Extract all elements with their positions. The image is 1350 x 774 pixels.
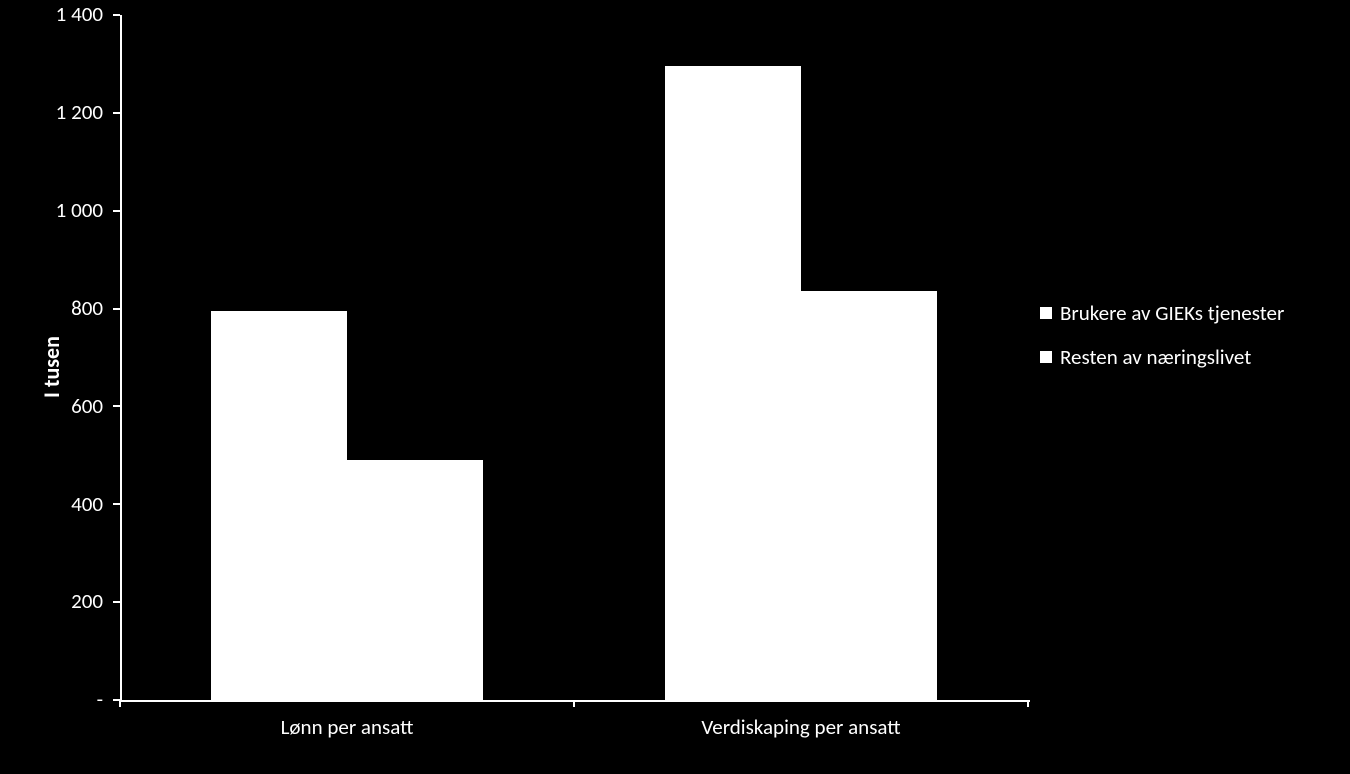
x-tick [573, 700, 575, 707]
x-tick [1027, 700, 1029, 707]
legend-label: Brukere av GIEKs tjenester [1060, 300, 1284, 326]
legend: Brukere av GIEKs tjenester Resten av næri… [1040, 300, 1284, 388]
y-tick [113, 503, 120, 505]
y-tick-label: 200 [0, 588, 103, 614]
y-tick-label: 1 400 [0, 1, 103, 27]
y-tick-label: 400 [0, 491, 103, 517]
x-category-label: Verdiskaping per ansatt [574, 714, 1028, 740]
legend-label: Resten av næringslivet [1060, 344, 1251, 370]
y-tick [113, 601, 120, 603]
bar [347, 460, 483, 700]
bar [211, 311, 347, 700]
x-category-label: Lønn per ansatt [120, 714, 574, 740]
legend-marker [1040, 307, 1052, 319]
y-axis-title: I tusen [38, 336, 65, 398]
y-tick [113, 14, 120, 16]
y-tick [113, 308, 120, 310]
y-tick-label: - [0, 686, 103, 712]
bar [665, 66, 801, 700]
legend-marker [1040, 351, 1052, 363]
y-tick-label: 800 [0, 295, 103, 321]
bar-chart: -2004006008001 0001 2001 400I tusenLønn … [0, 0, 1350, 774]
y-tick-label: 1 000 [0, 197, 103, 223]
y-tick [113, 210, 120, 212]
bar [801, 291, 937, 700]
y-tick [113, 112, 120, 114]
x-tick [119, 700, 121, 707]
y-tick-label: 1 200 [0, 99, 103, 125]
legend-item: Brukere av GIEKs tjenester [1040, 300, 1284, 326]
y-tick [113, 405, 120, 407]
legend-item: Resten av næringslivet [1040, 344, 1284, 370]
